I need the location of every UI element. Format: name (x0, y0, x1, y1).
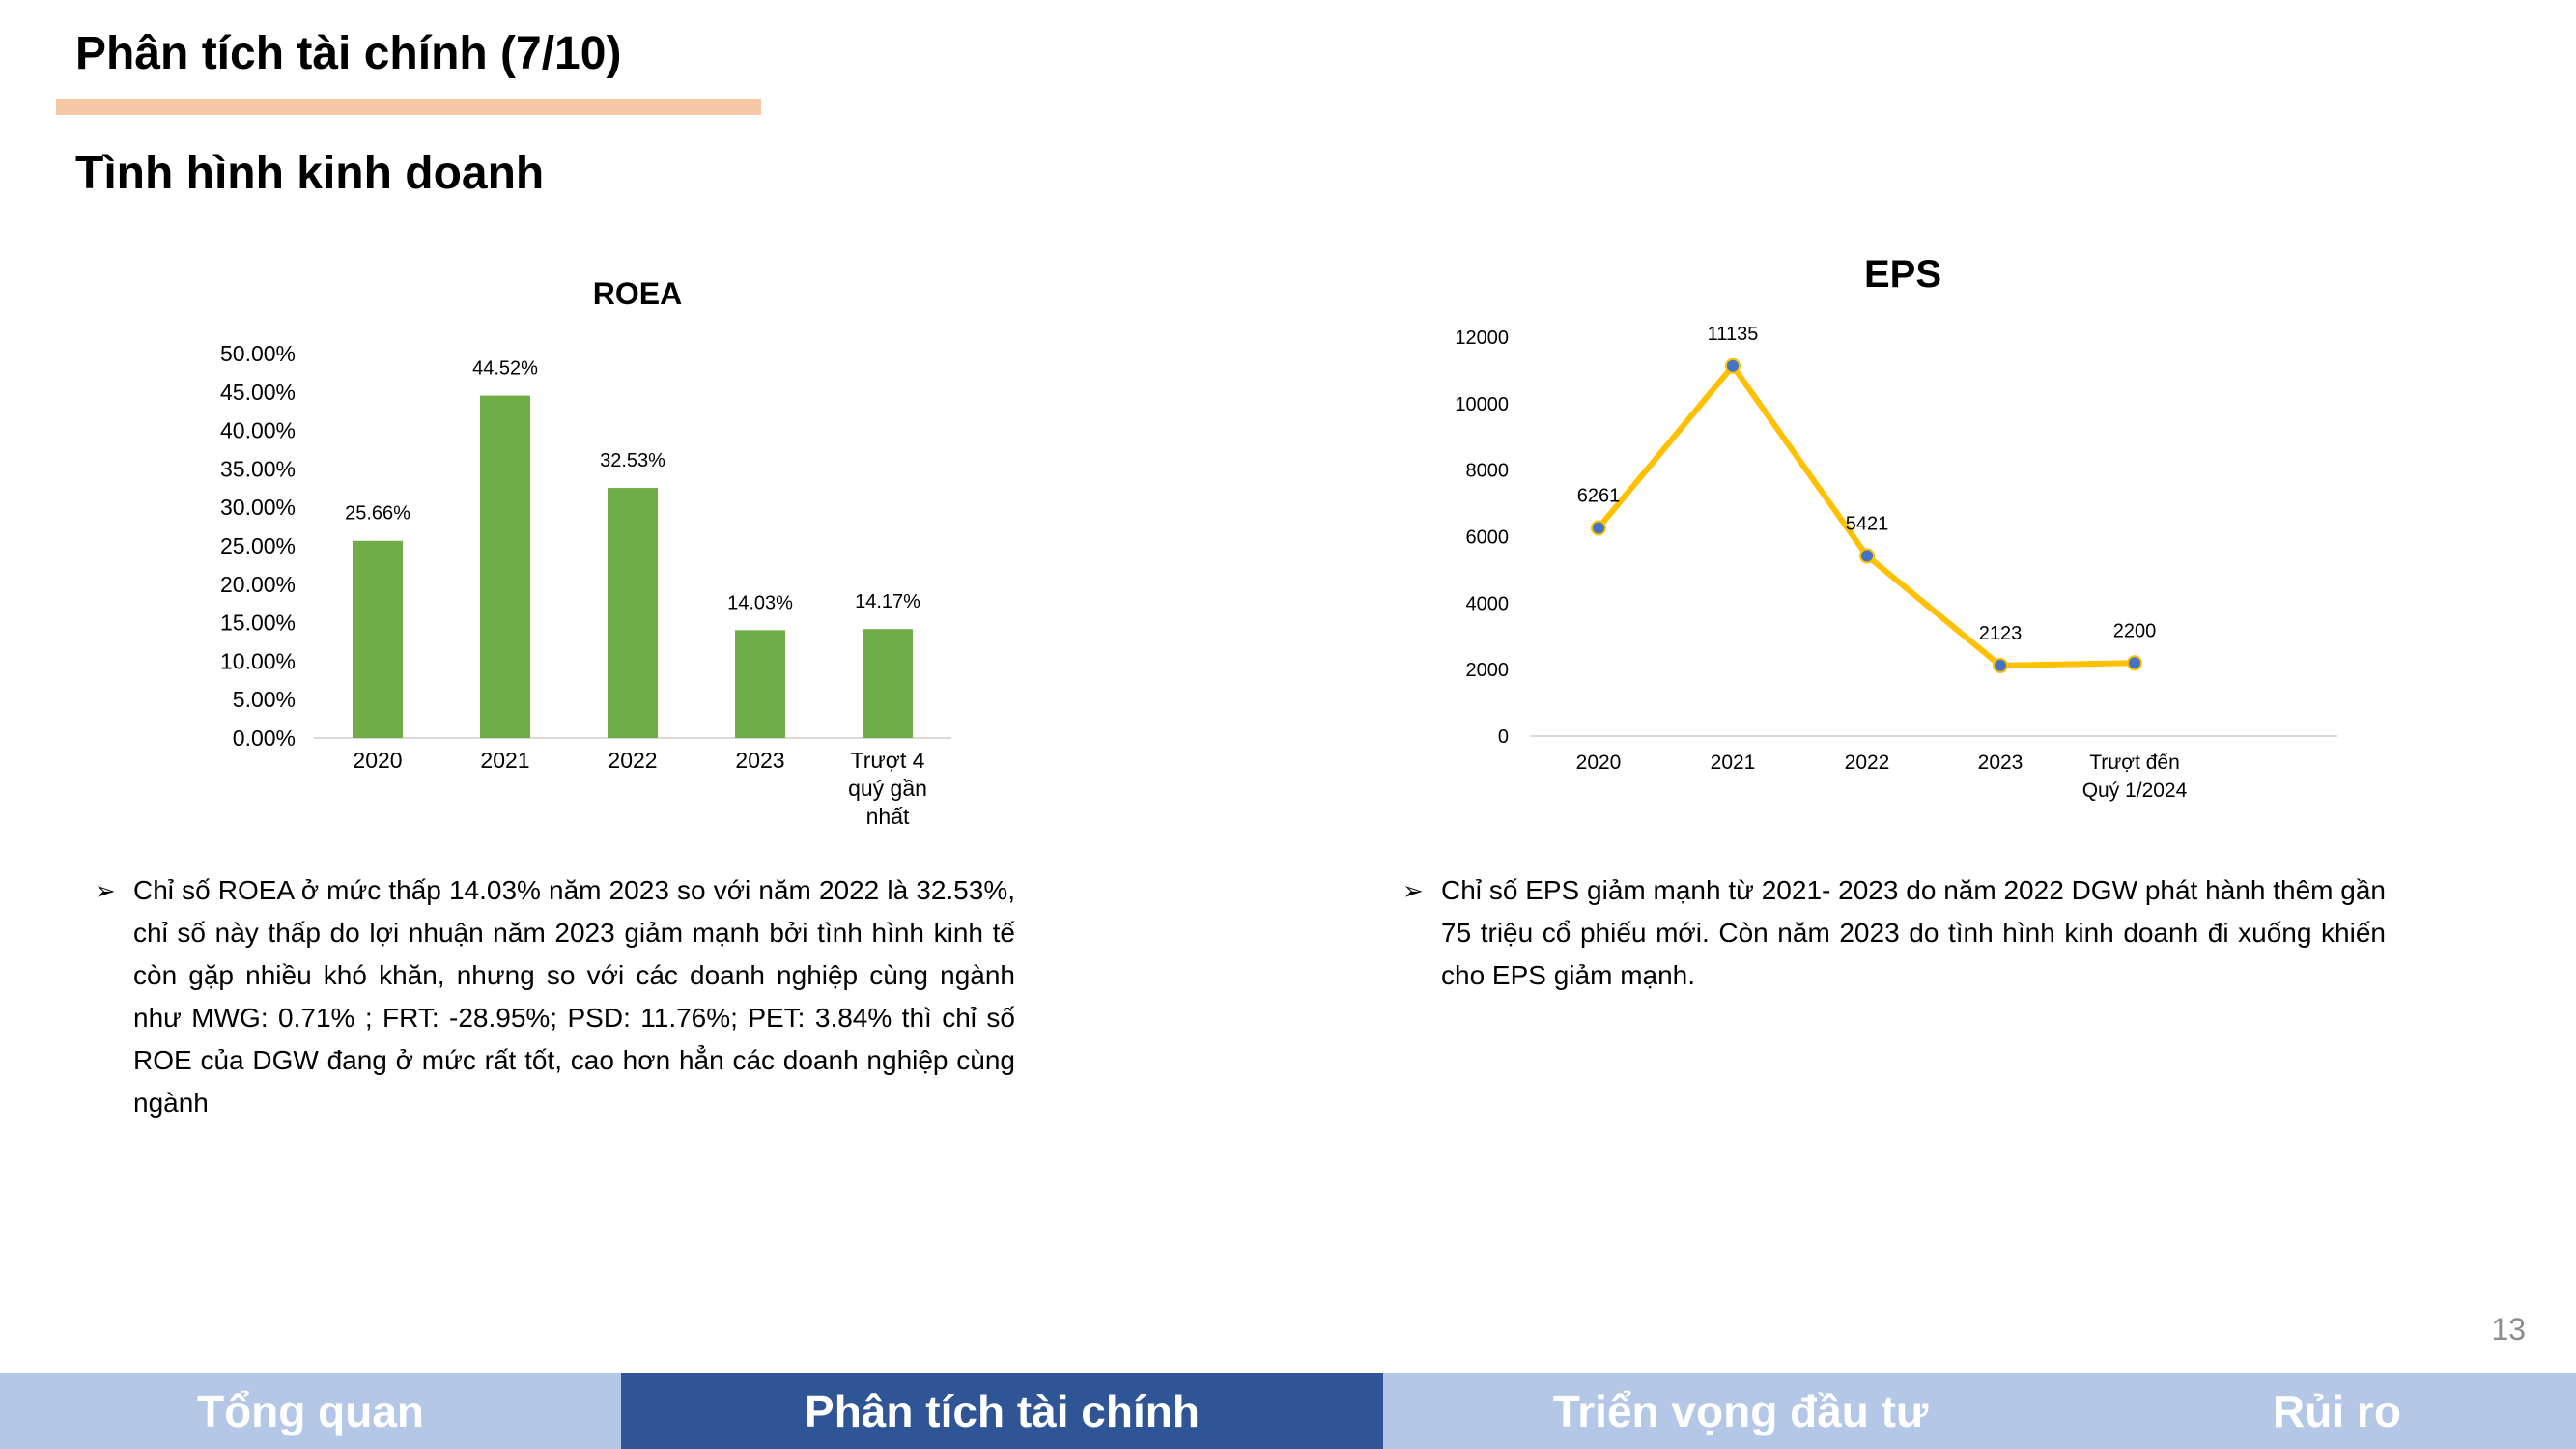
eps-x-tick-label: 2020 (1576, 752, 1622, 774)
roea-y-tick-label: 0.00% (233, 725, 296, 751)
roea-y-tick-label: 20.00% (220, 572, 296, 597)
roea-chart-title: ROEA (593, 276, 682, 311)
roea-y-tick-label: 35.00% (220, 456, 296, 481)
roea-y-tick-label: 5.00% (233, 687, 296, 712)
roea-data-label: 14.03% (727, 592, 793, 613)
roea-x-tick-label: 2022 (608, 748, 657, 773)
section-subtitle: Tình hình kinh doanh (75, 148, 545, 199)
eps-data-label: 5421 (1846, 513, 1889, 534)
eps-y-tick-label: 2000 (1466, 660, 1510, 681)
eps-y-tick-label: 6000 (1466, 527, 1510, 549)
roea-bar (863, 629, 913, 738)
eps-y-tick-label: 12000 (1455, 327, 1509, 349)
eps-note: ➢ Chỉ số EPS giảm mạnh từ 2021- 2023 do n… (1402, 869, 2386, 997)
roea-note: ➢ Chỉ số ROEA ở mức thấp 14.03% năm 2023 … (95, 869, 1015, 1124)
eps-x-tick-label: 2023 (1978, 752, 2024, 774)
bullet-arrow-icon: ➢ (1402, 876, 1424, 905)
roea-x-tick-label: 2020 (353, 748, 402, 773)
roea-data-label: 25.66% (345, 503, 410, 525)
eps-data-label: 2200 (2113, 620, 2157, 641)
nav-tab-tong-quan[interactable]: Tổng quan (0, 1373, 621, 1449)
bullet-arrow-icon: ➢ (95, 876, 116, 905)
roea-y-tick-label: 40.00% (220, 418, 296, 443)
roea-y-tick-label: 50.00% (220, 341, 296, 366)
roea-bar (480, 395, 530, 738)
section-nav-bar: Tổng quan Phân tích tài chính Triển vọng… (0, 1373, 2576, 1449)
page-number: 13 (2491, 1312, 2526, 1347)
eps-y-tick-label: 4000 (1466, 593, 1510, 614)
roea-y-tick-label: 45.00% (220, 380, 296, 405)
eps-point (1591, 520, 1606, 536)
page-title: Phân tích tài chính (7/10) (75, 28, 622, 79)
roea-bar-chart: ROEA 0.00% 5.00% 10.00% 15.00% 20.00% 25.00% 3… (220, 276, 951, 829)
title-underline (56, 99, 761, 115)
eps-point (1993, 657, 2008, 673)
eps-point (1725, 357, 1741, 374)
eps-point (1859, 548, 1875, 564)
roea-note-text: Chỉ số ROEA ở mức thấp 14.03% năm 2023 s… (133, 875, 1015, 1118)
roea-bar (608, 488, 658, 738)
eps-line-chart: EPS 0 2000 4000 6000 8000 10000 12000 6261 1113… (1455, 253, 2337, 802)
nav-tab-phan-tich-tai-chinh[interactable]: Phân tích tài chính (621, 1373, 1383, 1449)
eps-point (2127, 655, 2142, 671)
roea-data-label: 14.17% (855, 591, 920, 612)
roea-x-tick-label: Trượt 4 quý gần nhất (848, 748, 927, 829)
roea-y-tick-label: 15.00% (220, 611, 296, 636)
eps-data-label: 6261 (1577, 486, 1621, 507)
roea-data-label: 32.53% (600, 450, 665, 471)
eps-note-text: Chỉ số EPS giảm mạnh từ 2021- 2023 do nă… (1441, 875, 2386, 990)
roea-x-tick-label: 2021 (480, 748, 529, 773)
eps-x-tick-label: 2021 (1711, 752, 1756, 774)
roea-x-tick-label: 2023 (735, 748, 784, 773)
roea-data-label: 44.52% (472, 358, 538, 380)
eps-y-tick-label: 10000 (1455, 394, 1509, 415)
eps-x-tick-label: 2022 (1845, 752, 1890, 774)
roea-bar (353, 540, 403, 738)
nav-tab-rui-ro[interactable]: Rủi ro (2098, 1373, 2576, 1449)
roea-y-tick-label: 30.00% (220, 495, 296, 520)
roea-bar (735, 630, 785, 738)
nav-tab-trien-vong-dau-tu[interactable]: Triển vọng đầu tư (1383, 1373, 2098, 1449)
roea-y-tick-label: 25.00% (220, 533, 296, 558)
eps-chart-title: EPS (1864, 253, 1941, 296)
eps-x-tick-label: Trượt đến Quý 1/2024 (2082, 752, 2188, 802)
roea-y-tick-label: 10.00% (220, 648, 296, 673)
eps-data-label: 2123 (1979, 623, 2023, 644)
eps-y-tick-label: 8000 (1466, 461, 1510, 482)
eps-y-tick-label: 0 (1498, 726, 1509, 748)
eps-data-label: 11135 (1708, 324, 1759, 345)
